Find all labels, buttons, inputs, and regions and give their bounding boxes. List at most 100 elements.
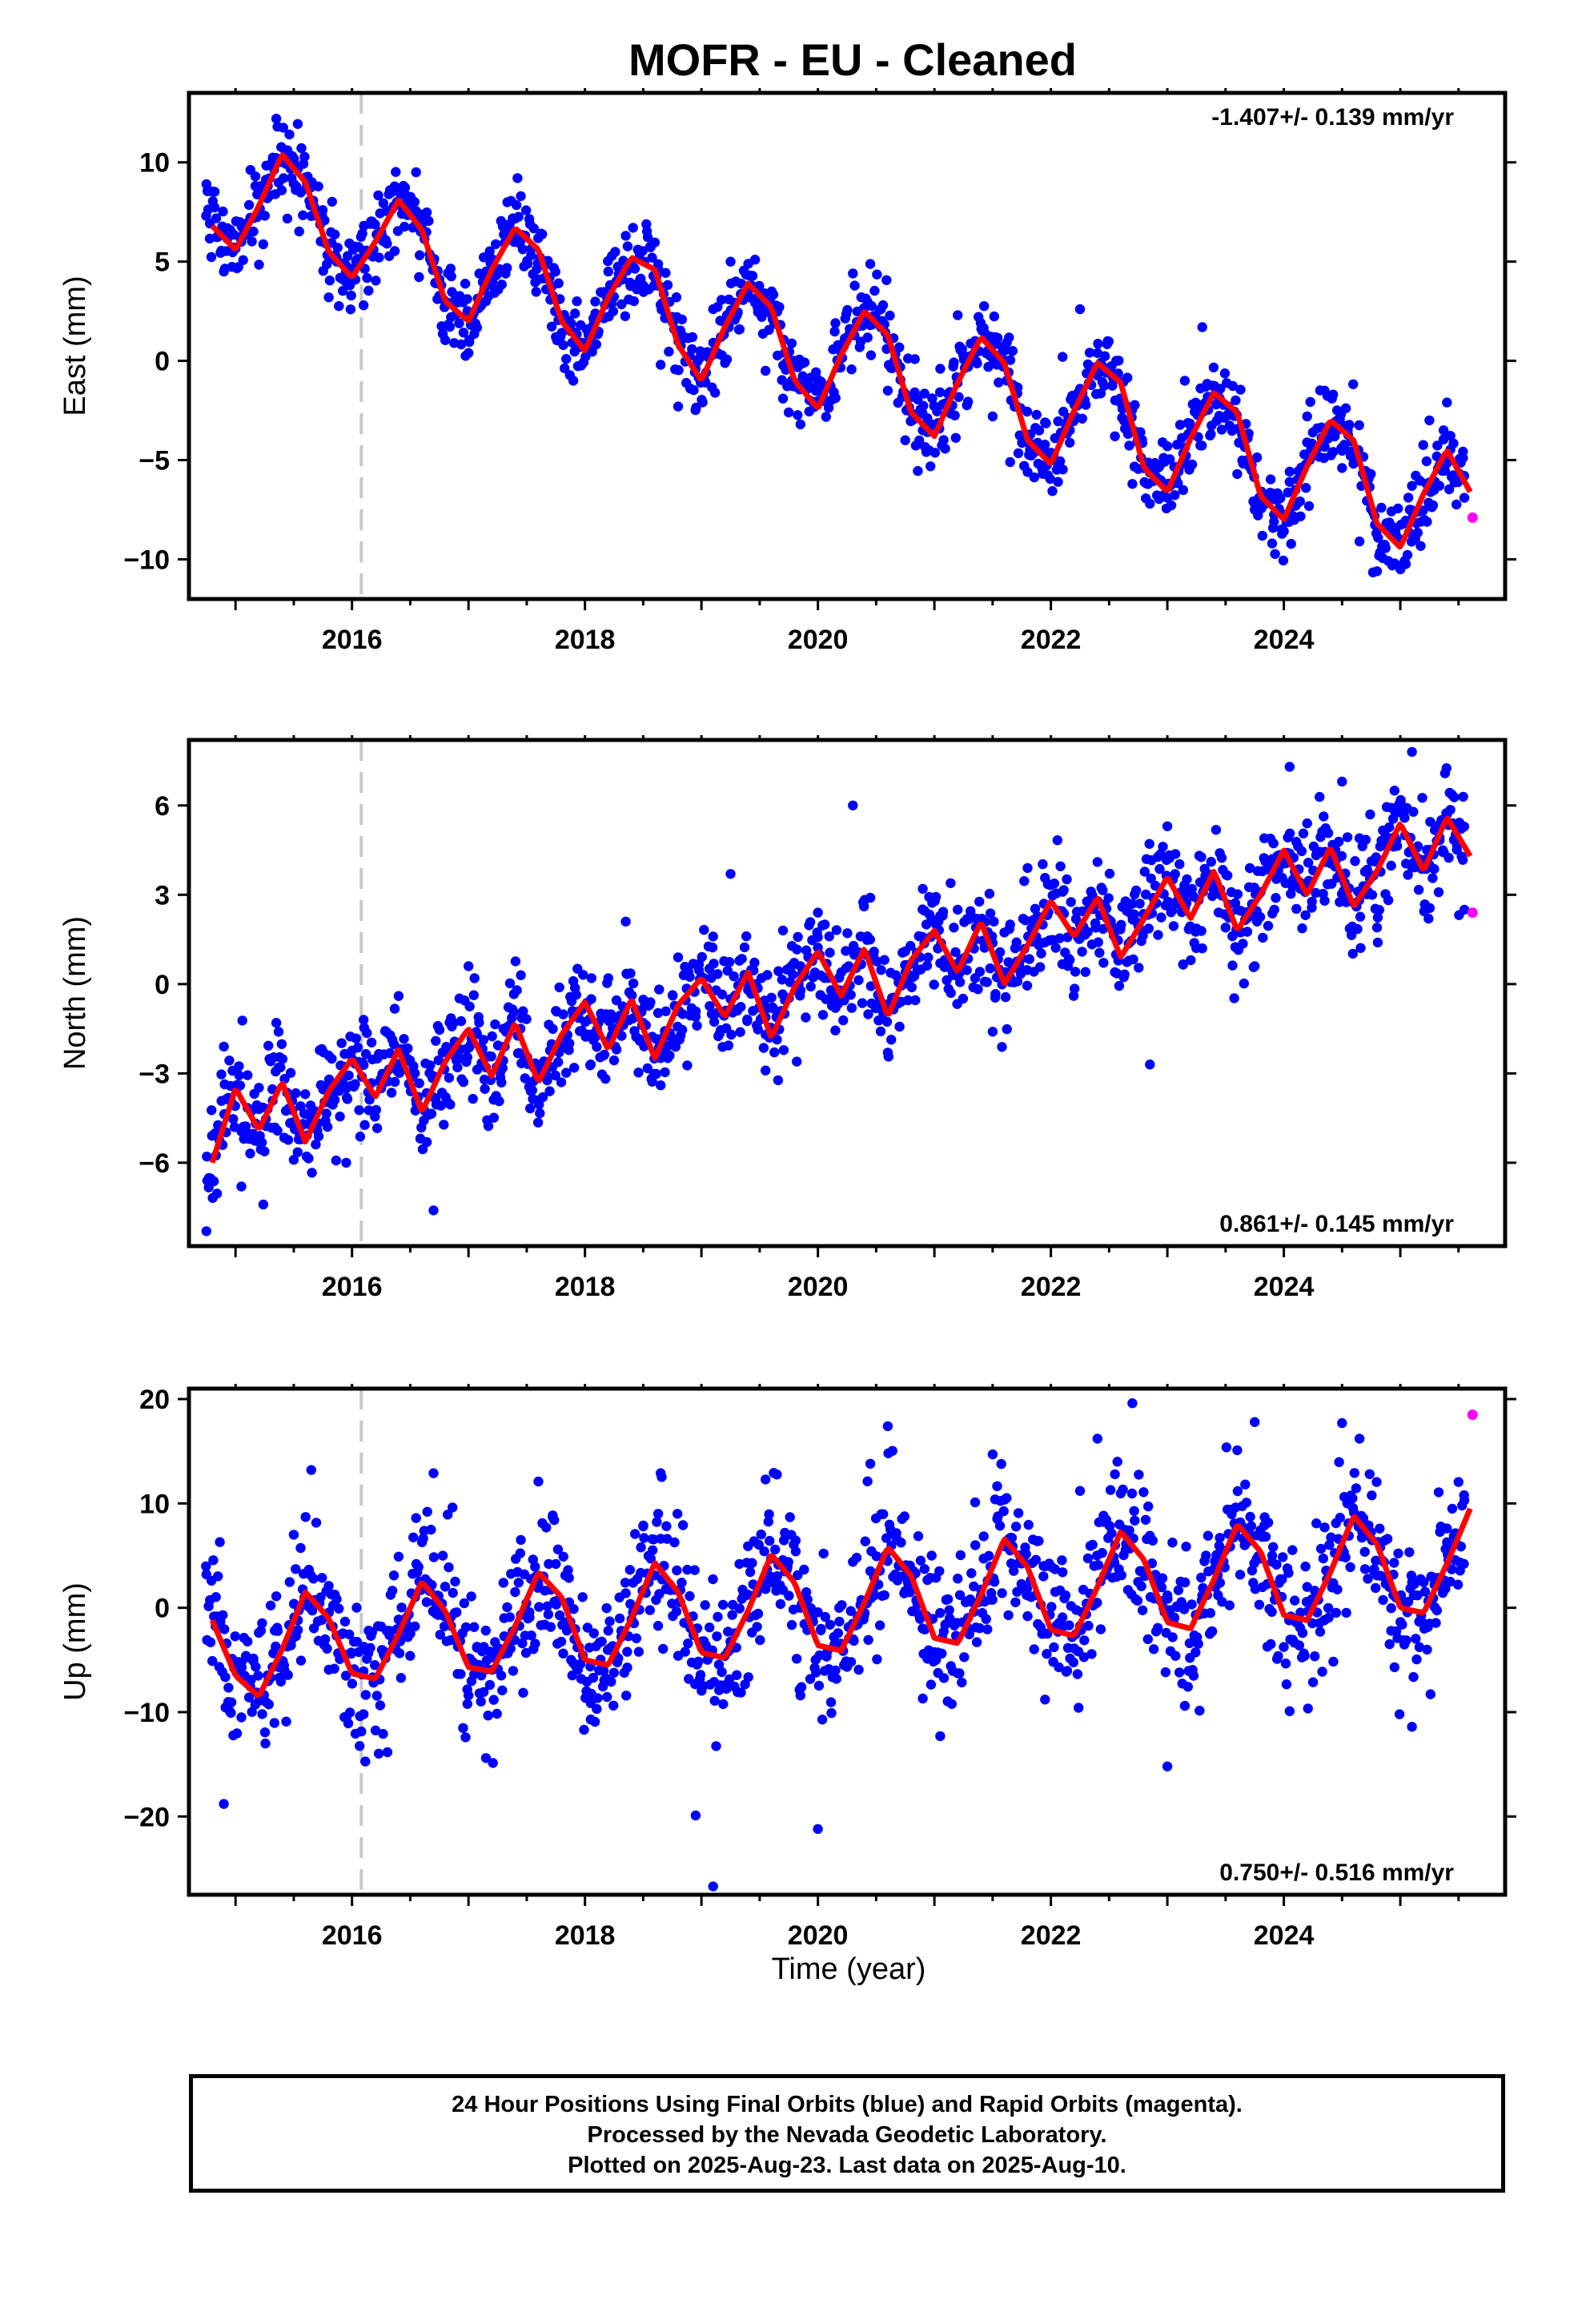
final-orbit-point	[1160, 1667, 1171, 1678]
final-orbit-point	[1144, 838, 1154, 849]
final-orbit-point	[254, 1104, 264, 1115]
final-orbit-point	[1058, 1567, 1068, 1578]
final-orbit-point	[989, 1577, 1000, 1587]
final-orbit-point	[935, 1607, 946, 1618]
final-orbit-point	[308, 1574, 319, 1584]
final-orbit-point	[1267, 1606, 1277, 1617]
final-orbit-point	[1141, 889, 1151, 900]
final-orbit-point	[388, 1570, 400, 1581]
final-orbit-point	[206, 251, 217, 263]
final-orbit-point	[735, 1027, 745, 1037]
final-orbit-point	[708, 931, 718, 942]
final-orbit-point	[874, 1620, 885, 1630]
final-orbit-point	[677, 314, 687, 325]
final-orbit-point	[1263, 920, 1274, 931]
final-orbit-point	[278, 123, 288, 133]
final-orbit-point	[638, 1521, 648, 1532]
final-orbit-point	[829, 326, 840, 337]
final-orbit-point	[1057, 1612, 1068, 1622]
final-orbit-point	[1427, 500, 1439, 511]
final-orbit-point	[520, 1647, 532, 1659]
final-orbit-point	[1359, 1546, 1370, 1557]
final-orbit-point	[1188, 1671, 1199, 1681]
final-orbit-point	[795, 419, 805, 430]
final-orbit-point	[1179, 1700, 1191, 1711]
final-orbit-point	[508, 1666, 519, 1676]
final-orbit-point	[497, 1063, 508, 1073]
final-orbit-point	[1232, 904, 1243, 915]
final-orbit-point	[444, 1072, 455, 1084]
final-orbit-point	[1193, 1638, 1203, 1649]
final-orbit-point	[682, 1564, 693, 1575]
final-orbit-point	[790, 1535, 801, 1546]
final-orbit-point	[568, 975, 579, 987]
final-orbit-point	[959, 1652, 970, 1663]
final-orbit-point	[819, 919, 830, 930]
final-orbit-point	[1459, 821, 1470, 832]
final-orbit-point	[243, 1636, 253, 1647]
final-orbit-point	[460, 1732, 471, 1743]
final-orbit-point	[673, 401, 684, 412]
final-orbit-point	[484, 1679, 496, 1691]
final-orbit-point	[799, 357, 810, 368]
final-orbit-point	[1084, 348, 1095, 358]
final-orbit-point	[1206, 856, 1217, 867]
final-orbit-point	[384, 1047, 396, 1059]
final-orbit-point	[1459, 904, 1470, 915]
final-orbit-point	[1375, 1523, 1385, 1534]
final-orbit-point	[1441, 763, 1452, 774]
final-orbit-point	[561, 354, 572, 364]
final-orbit-point	[359, 300, 369, 311]
y-tick-label: 0	[155, 1594, 170, 1624]
final-orbit-point	[1453, 1477, 1464, 1487]
final-orbit-point	[777, 975, 787, 985]
final-orbit-point	[458, 1076, 469, 1088]
x-tick-label: 2024	[1254, 1272, 1315, 1302]
final-orbit-point	[876, 965, 886, 975]
final-orbit-point	[530, 1638, 540, 1649]
final-orbit-point	[713, 1611, 723, 1622]
final-orbit-point	[211, 213, 222, 223]
final-orbit-point	[1030, 1554, 1042, 1565]
final-orbit-point	[343, 251, 353, 261]
final-orbit-point	[259, 1146, 270, 1156]
final-orbit-point	[346, 290, 356, 301]
final-orbit-point	[579, 1724, 589, 1735]
final-orbit-point	[949, 357, 959, 368]
final-orbit-point	[622, 1663, 632, 1673]
y-axis-label: East (mm)	[58, 275, 92, 416]
final-orbit-point	[448, 1502, 458, 1513]
final-orbit-point	[946, 878, 956, 888]
final-orbit-point	[641, 219, 652, 230]
final-orbit-point	[606, 1676, 616, 1687]
final-orbit-point	[1389, 1662, 1400, 1673]
final-orbit-point	[219, 1799, 229, 1809]
final-orbit-point	[734, 1603, 745, 1614]
final-orbit-point	[1124, 440, 1134, 451]
final-orbit-point	[1029, 472, 1040, 483]
final-orbit-point	[260, 1738, 271, 1749]
final-orbit-point	[673, 365, 684, 376]
final-orbit-point	[761, 365, 771, 376]
final-orbit-point	[1201, 1550, 1211, 1561]
final-orbit-point	[1054, 933, 1065, 943]
final-orbit-point	[616, 299, 627, 310]
final-orbit-point	[1284, 762, 1295, 772]
final-orbit-point	[1302, 818, 1312, 829]
final-orbit-point	[281, 1716, 291, 1727]
model-fit-line	[209, 1507, 1473, 1699]
final-orbit-point	[548, 1023, 558, 1035]
final-orbit-point	[1311, 1518, 1322, 1529]
final-orbit-point	[1300, 1561, 1311, 1572]
final-orbit-point	[793, 931, 803, 943]
final-orbit-point	[1082, 1553, 1094, 1564]
final-orbit-point	[984, 888, 995, 899]
final-orbit-point	[1103, 893, 1114, 903]
final-orbit-point	[533, 274, 544, 285]
final-orbit-point	[638, 280, 648, 291]
final-orbit-point	[352, 1042, 363, 1053]
final-orbit-point	[256, 1137, 267, 1148]
final-orbit-point	[542, 1075, 552, 1086]
final-orbit-point	[872, 1654, 882, 1665]
final-orbit-point	[1297, 1627, 1308, 1638]
